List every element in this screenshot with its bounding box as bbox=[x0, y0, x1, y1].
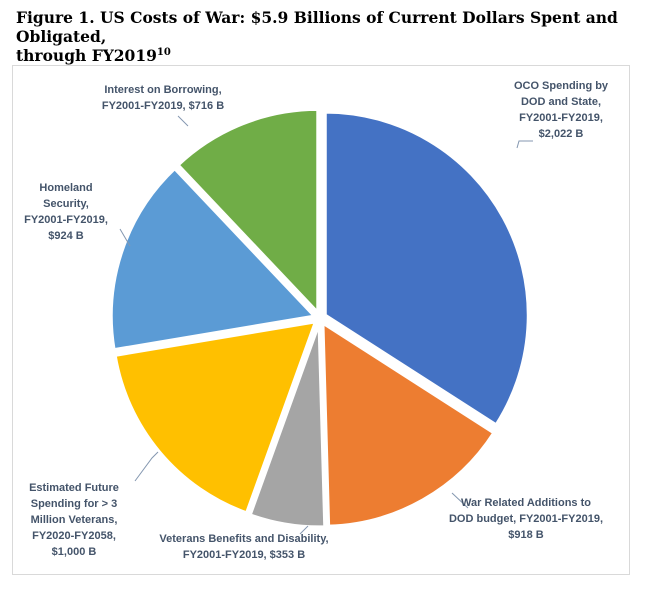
slice-label-5-line-4: $924 B bbox=[48, 230, 84, 242]
slice-label-2-line-3: $918 B bbox=[508, 529, 544, 541]
slice-label-6: Interest on Borrowing, FY2001-FY2019, $71… bbox=[102, 84, 224, 112]
leader-line-5 bbox=[119, 228, 131, 247]
slice-label-6-line-2: FY2001-FY2019, $716 B bbox=[102, 100, 224, 112]
leader-line-6 bbox=[177, 115, 189, 127]
figure-footnote: 10 bbox=[156, 46, 171, 58]
slice-label-4-line-5: $1,000 B bbox=[52, 546, 97, 558]
slice-label-1-line-2: DOD and State, bbox=[521, 96, 601, 108]
slice-label-4: Estimated Future Spending for > 3 Million … bbox=[29, 482, 119, 558]
slice-label-1-line-1: OCO Spending by bbox=[514, 80, 609, 92]
slice-label-3-line-1: Veterans Benefits and Disability, bbox=[159, 533, 328, 545]
slice-label-2-line-1: War Related Additions to bbox=[461, 497, 591, 509]
slice-label-6-line-1: Interest on Borrowing, bbox=[104, 84, 221, 96]
slice-label-1: OCO Spending by DOD and State, FY2001-FY20… bbox=[514, 80, 609, 140]
pie-slice-6 bbox=[176, 107, 320, 314]
slice-label-1-line-4: $2,022 B bbox=[539, 128, 584, 140]
pie-slice-2 bbox=[321, 321, 496, 528]
slice-label-5-line-2: Security, bbox=[43, 198, 89, 210]
leader-line-2 bbox=[451, 492, 469, 509]
figure-title: Figure 1. US Costs of War: $5.9 Billions… bbox=[16, 8, 636, 65]
slice-label-4-line-2: Spending for > 3 bbox=[31, 498, 117, 510]
leader-line-3 bbox=[299, 525, 309, 535]
slice-label-5: Homeland Security, FY2001-FY2019, $924 B bbox=[24, 182, 108, 242]
figure-title-main: Figure 1. US Costs of War: $5.9 Billions… bbox=[16, 8, 618, 46]
pie-slice-3 bbox=[248, 322, 327, 529]
slice-label-5-line-1: Homeland bbox=[39, 182, 92, 194]
slice-label-5-line-3: FY2001-FY2019, bbox=[24, 214, 108, 226]
pie-slice-1 bbox=[323, 110, 530, 427]
slice-label-4-line-1: Estimated Future bbox=[29, 482, 119, 494]
pie-slice-5 bbox=[109, 167, 316, 352]
pie-slice-4 bbox=[113, 320, 317, 515]
slice-label-3: Veterans Benefits and Disability, FY2001-… bbox=[159, 533, 328, 561]
leader-line-4 bbox=[134, 451, 159, 482]
slice-label-1-line-3: FY2001-FY2019, bbox=[519, 112, 603, 124]
figure-title-line2: through FY2019 bbox=[16, 46, 157, 65]
slice-label-2: War Related Additions to DOD budget, FY20… bbox=[449, 497, 603, 541]
slice-label-3-line-2: FY2001-FY2019, $353 B bbox=[183, 549, 305, 561]
slice-label-4-line-3: Million Veterans, bbox=[31, 514, 118, 526]
leader-line-1 bbox=[516, 140, 533, 149]
slice-label-2-line-2: DOD budget, FY2001-FY2019, bbox=[449, 513, 603, 525]
slice-label-4-line-4: FY2020-FY2058, bbox=[32, 530, 116, 542]
